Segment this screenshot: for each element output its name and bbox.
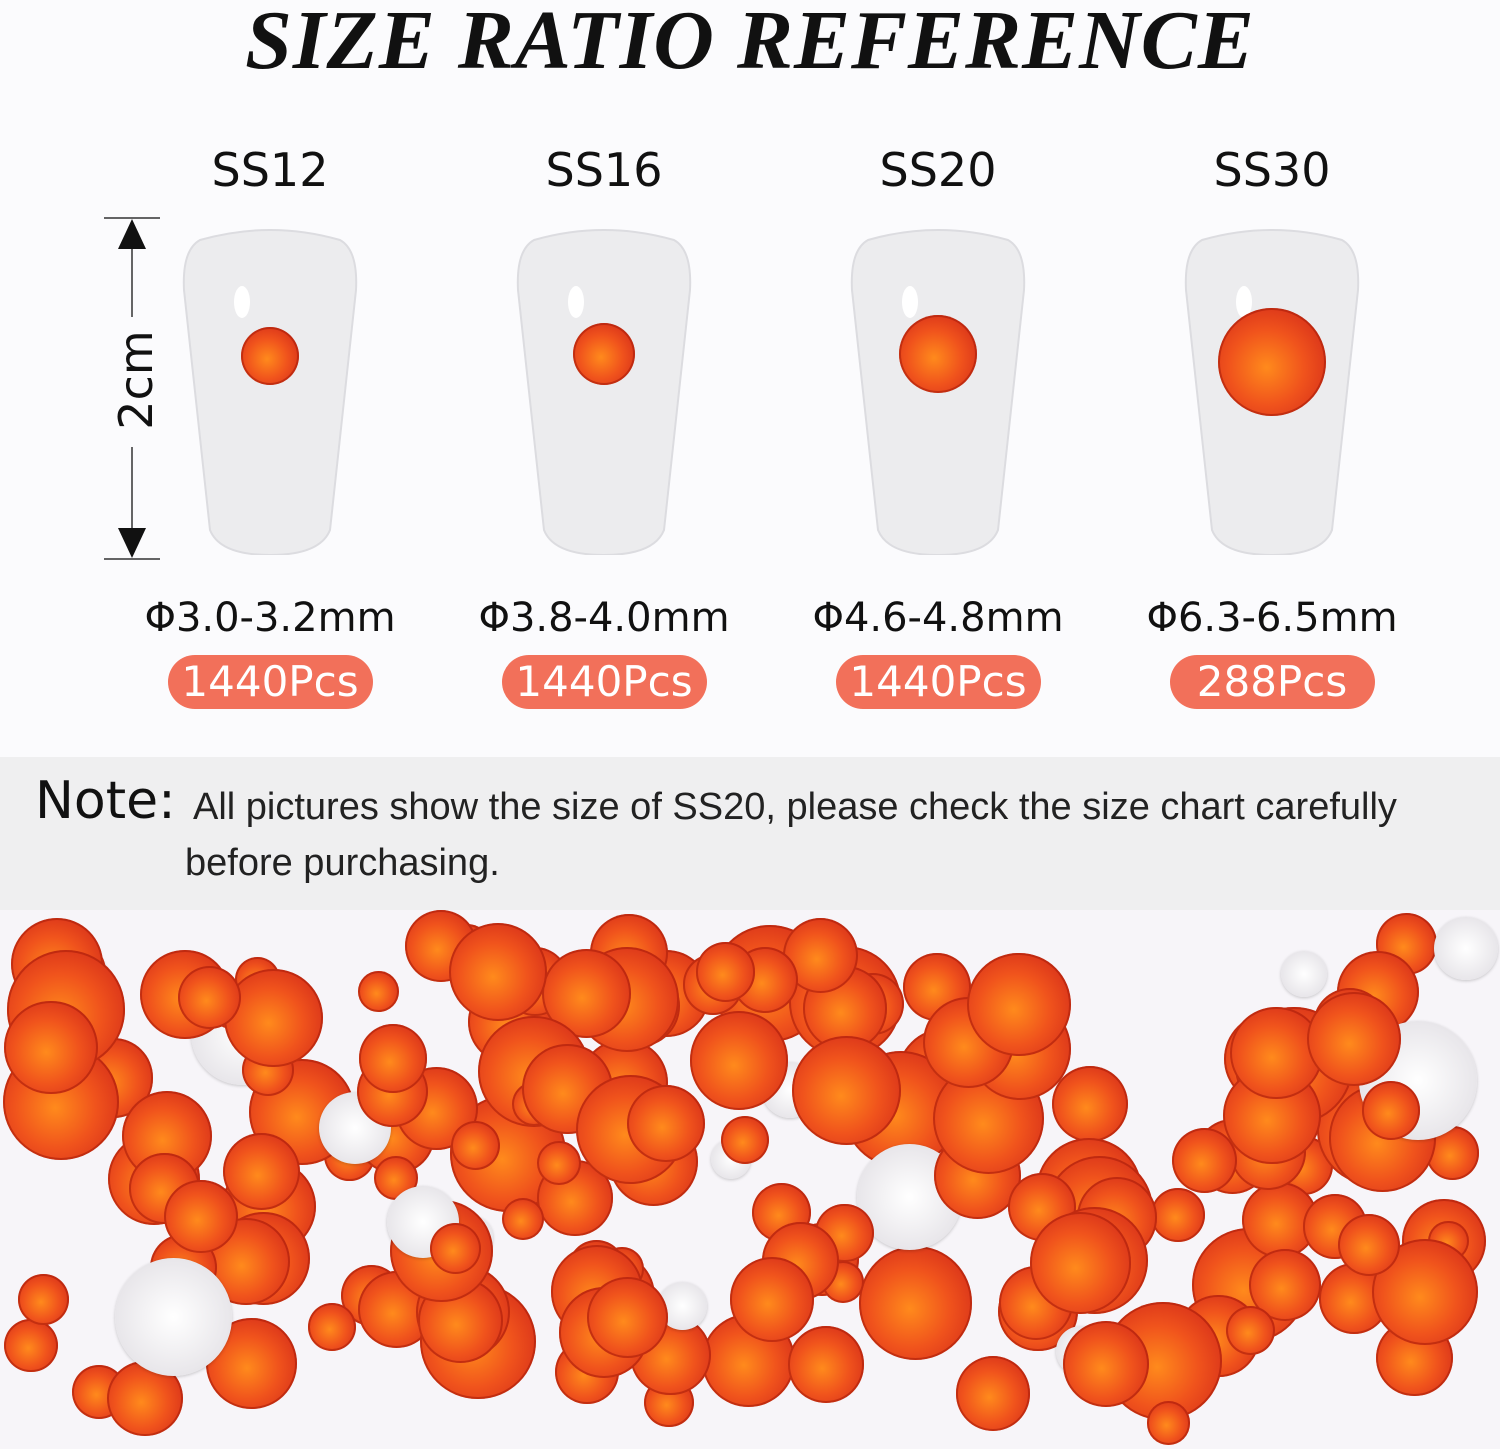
rhinestone	[450, 1120, 501, 1171]
rhinestone	[1306, 992, 1401, 1087]
ruler-arrow	[104, 217, 160, 560]
rhinestone	[1146, 1401, 1191, 1445]
rhinestone	[1337, 1213, 1400, 1276]
rhinestone	[792, 1035, 902, 1145]
size-column-ss30: SS30 Φ6.3-6.5mm 288Pcs	[1105, 140, 1439, 709]
note-text: All pictures show the size of SS20, plea…	[185, 779, 1485, 891]
nail-tip-image	[1182, 220, 1362, 555]
rhinestones-photo	[0, 910, 1500, 1449]
size-label: SS12	[211, 143, 329, 197]
rhinestone	[1172, 1128, 1238, 1194]
note-line-2: before purchasing.	[185, 842, 500, 884]
count-badge: 1440Pcs	[167, 655, 373, 709]
rhinestone	[1063, 1320, 1150, 1407]
count-badge: 1440Pcs	[501, 655, 707, 709]
rhinestone	[357, 970, 399, 1012]
size-column-ss20: SS20 Φ4.6-4.8mm 1440Pcs	[771, 140, 1105, 709]
note-heading: Note:	[35, 771, 176, 831]
rhinestone	[899, 315, 977, 393]
rhinestone	[18, 1274, 70, 1326]
rhinestone	[627, 1084, 705, 1163]
size-label: SS20	[879, 143, 997, 197]
note-banner: Note: All pictures show the size of SS20…	[0, 757, 1500, 910]
rhinestone	[4, 1318, 58, 1373]
rhinestone-back	[1280, 950, 1328, 998]
diameter-label: Φ4.6-4.8mm	[812, 595, 1064, 641]
rhinestone	[1218, 308, 1326, 416]
rhinestone	[358, 1024, 428, 1093]
rhinestone	[501, 1198, 544, 1241]
rhinestone	[164, 1179, 238, 1254]
diameter-label: Φ6.3-6.5mm	[1146, 595, 1398, 641]
note-line-1: All pictures show the size of SS20, plea…	[193, 786, 1397, 828]
nail-tip-image	[180, 220, 360, 555]
rhinestone	[586, 1277, 668, 1359]
diameter-label: Φ3.8-4.0mm	[478, 595, 730, 641]
rhinestone	[1362, 1081, 1421, 1140]
rhinestone-back	[114, 1257, 233, 1376]
rhinestone	[241, 327, 299, 385]
rhinestone	[1151, 1188, 1205, 1242]
nail-tip-image	[514, 220, 694, 555]
rhinestone	[858, 1246, 973, 1360]
size-column-ss16: SS16 Φ3.8-4.0mm 1440Pcs	[437, 140, 771, 709]
rhinestone	[720, 1115, 770, 1165]
rhinestone	[966, 952, 1071, 1057]
rhinestone-back	[1434, 916, 1498, 981]
rhinestone	[177, 965, 242, 1030]
rhinestone	[224, 968, 324, 1068]
size-column-ss12: SS12 Φ3.0-3.2mm 1440Pcs	[103, 140, 437, 709]
count-badge: 1440Pcs	[835, 655, 1041, 709]
size-label: SS16	[545, 143, 663, 197]
rhinestone	[4, 1000, 98, 1095]
nail-tip-image	[848, 220, 1028, 555]
rhinestone	[689, 1011, 789, 1110]
diameter-label: Φ3.0-3.2mm	[144, 595, 396, 641]
rhinestone	[448, 922, 547, 1021]
rhinestone	[222, 1133, 300, 1211]
rhinestone	[537, 1141, 582, 1186]
page-title: SIZE RATIO REFERENCE	[245, 0, 1255, 87]
rhinestone	[1052, 1066, 1129, 1143]
rhinestone	[955, 1356, 1031, 1431]
rhinestone	[1230, 1006, 1323, 1100]
size-label: SS30	[1213, 143, 1331, 197]
rhinestone	[695, 941, 756, 1002]
rhinestone	[787, 1326, 865, 1403]
rhinestone	[430, 1223, 482, 1275]
count-badge: 288Pcs	[1169, 655, 1375, 709]
rhinestone	[308, 1302, 357, 1351]
rhinestone	[573, 323, 635, 385]
rhinestone	[1225, 1305, 1276, 1356]
rhinestone	[729, 1257, 815, 1342]
rhinestone	[1029, 1212, 1132, 1315]
